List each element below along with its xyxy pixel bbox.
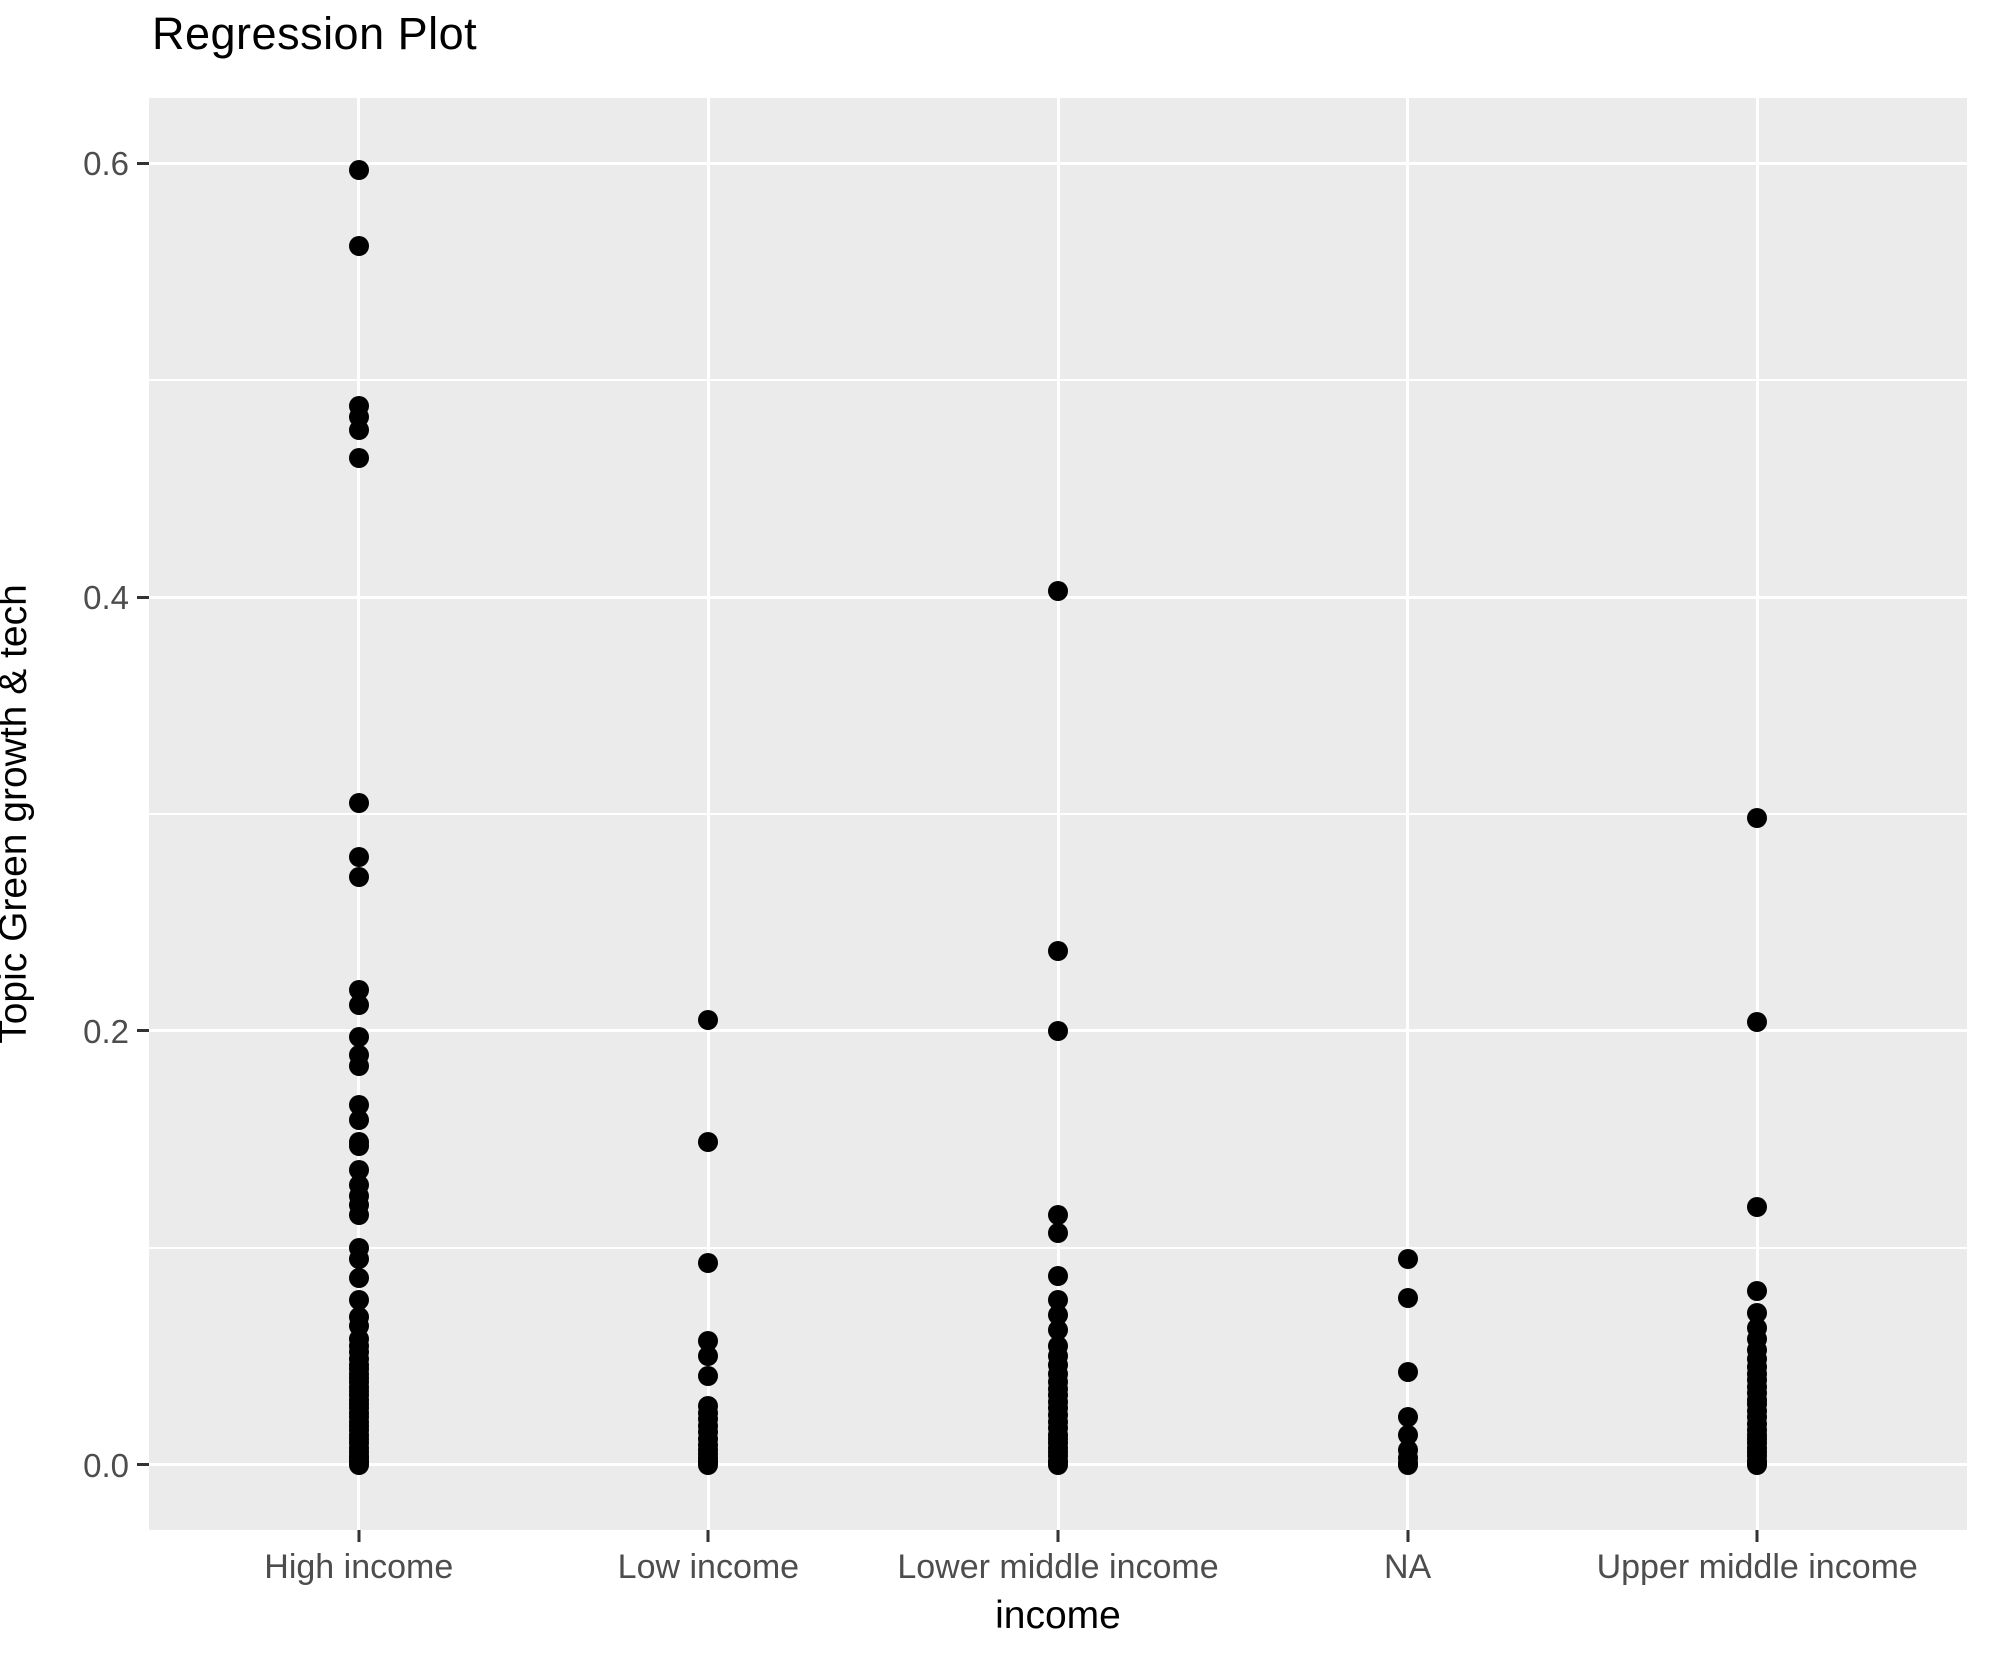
data-point	[348, 979, 369, 1000]
x-axis-tick-mark	[1755, 1530, 1759, 1542]
data-point	[698, 1346, 719, 1367]
data-point	[1747, 1012, 1768, 1033]
data-point	[1747, 1303, 1768, 1324]
data-point	[1747, 1281, 1768, 1302]
data-point	[348, 1454, 369, 1475]
data-point	[698, 1365, 719, 1386]
x-axis-tick-label: Lower middle income	[897, 1548, 1219, 1586]
data-point	[1048, 580, 1068, 601]
data-point	[1397, 1424, 1418, 1445]
x-axis-tick-mark	[706, 1530, 710, 1542]
data-point	[348, 419, 369, 440]
gridline-major-x	[1406, 98, 1410, 1530]
data-point	[348, 793, 369, 814]
data-point	[1048, 1305, 1068, 1326]
data-point	[348, 1027, 369, 1048]
data-point	[348, 1135, 369, 1156]
data-point	[1747, 1454, 1768, 1475]
data-point	[1397, 1361, 1418, 1382]
y-axis-tick-label: 0.2	[83, 1012, 129, 1050]
data-point	[1397, 1454, 1418, 1475]
data-point	[1397, 1287, 1418, 1308]
data-point	[348, 1109, 369, 1130]
data-point	[348, 847, 369, 868]
data-point	[348, 1159, 369, 1180]
x-axis-tick-mark	[1406, 1530, 1410, 1542]
x-axis-tick-label: High income	[264, 1548, 454, 1586]
y-axis-tick-mark	[137, 1029, 149, 1033]
data-point	[348, 1268, 369, 1289]
gridline-major-x	[1056, 98, 1060, 1530]
data-point	[1048, 1020, 1068, 1041]
data-point	[1397, 1407, 1418, 1428]
data-point	[698, 1010, 719, 1031]
y-axis-tick-mark	[137, 1463, 149, 1467]
y-axis-tick-label: 0.0	[83, 1446, 129, 1484]
data-point	[348, 1290, 369, 1310]
x-axis-tick-label: Upper middle income	[1596, 1548, 1918, 1586]
data-point	[348, 1094, 369, 1115]
x-axis-tick-mark	[1056, 1530, 1060, 1542]
data-point	[348, 1205, 369, 1226]
plot-panel	[149, 98, 1967, 1530]
plot-title: Regression Plot	[152, 8, 478, 59]
data-point	[348, 1055, 369, 1076]
x-axis-tick-label: Low income	[617, 1548, 800, 1586]
data-point	[698, 1331, 719, 1352]
y-axis-tick-label: 0.6	[83, 145, 129, 183]
gridline-major-x	[706, 98, 710, 1530]
data-point	[348, 994, 369, 1015]
y-axis-tick-mark	[137, 595, 149, 599]
data-point	[348, 866, 369, 887]
data-point	[698, 1454, 719, 1475]
data-point	[1048, 1266, 1068, 1287]
data-point	[1048, 1290, 1068, 1310]
x-axis-tick-label: NA	[1383, 1548, 1432, 1586]
data-point	[1048, 1454, 1068, 1475]
x-axis-title: income	[995, 1594, 1121, 1637]
data-point	[1397, 1248, 1418, 1269]
y-axis-tick-mark	[137, 161, 149, 165]
data-point	[1048, 940, 1068, 961]
gridline-major-x	[357, 98, 361, 1530]
y-axis-tick-label: 0.4	[83, 579, 129, 617]
data-point	[698, 1253, 719, 1274]
data-point	[348, 448, 369, 469]
data-point	[1747, 1196, 1768, 1217]
data-point	[1048, 1205, 1068, 1226]
data-point	[348, 1248, 369, 1269]
y-axis-title-text: Topic Green growth & tech	[0, 584, 35, 1044]
data-point	[348, 159, 369, 180]
data-point	[1048, 1222, 1068, 1243]
data-point	[698, 1131, 719, 1152]
x-axis-tick-mark	[357, 1530, 361, 1542]
data-point	[1747, 808, 1768, 829]
data-point	[1048, 1320, 1068, 1341]
data-point	[348, 235, 369, 256]
